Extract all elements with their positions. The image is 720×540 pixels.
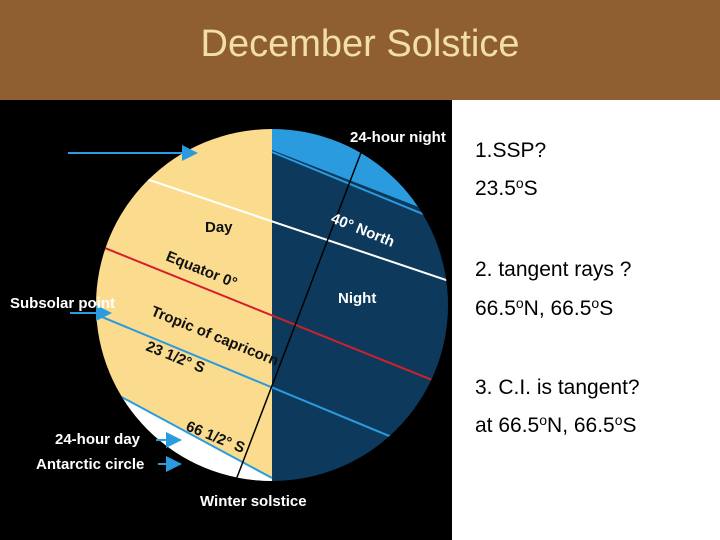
equator-line	[96, 241, 448, 389]
slide-title: December Solstice	[201, 23, 520, 65]
label: Day	[205, 219, 233, 236]
note-text: S	[623, 414, 637, 437]
degree-mark: o	[516, 175, 524, 191]
note-text: 2. tangent rays ?	[475, 258, 631, 281]
degree-mark: o	[615, 412, 623, 428]
note-text: S	[524, 177, 538, 200]
label: Winter solstice	[200, 493, 307, 510]
note-line: 3. C.I. is tangent?	[475, 376, 640, 399]
label: 24-hour night	[350, 129, 446, 146]
arctic-line	[271, 151, 448, 227]
north-40-line	[96, 159, 448, 283]
label: 24-hour day	[55, 431, 141, 448]
note-line: 1.SSP?	[475, 139, 546, 162]
note-text: 1.SSP?	[475, 139, 546, 162]
note-text: at 66.5	[475, 414, 539, 437]
note-text: S	[599, 297, 613, 320]
note-text: 66.5	[475, 297, 516, 320]
degree-mark: o	[516, 295, 524, 311]
degree-mark: o	[539, 412, 547, 428]
degree-mark: o	[591, 295, 599, 311]
label: Night	[338, 290, 376, 307]
note-line: 66.5oN, 66.5oS	[475, 295, 613, 320]
note-text: 23.5	[475, 177, 516, 200]
note-line: at 66.5oN, 66.5oS	[475, 412, 637, 437]
note-text: N, 66.5	[547, 414, 615, 437]
label: Subsolar point	[10, 295, 115, 312]
note-text: 3. C.I. is tangent?	[475, 376, 640, 399]
label: Antarctic circle	[36, 456, 144, 473]
note-line: 2. tangent rays ?	[475, 258, 631, 281]
notes-panel	[452, 100, 720, 540]
note-line: 23.5oS	[475, 175, 538, 200]
earth-axis	[235, 149, 363, 481]
note-text: N, 66.5	[524, 297, 592, 320]
